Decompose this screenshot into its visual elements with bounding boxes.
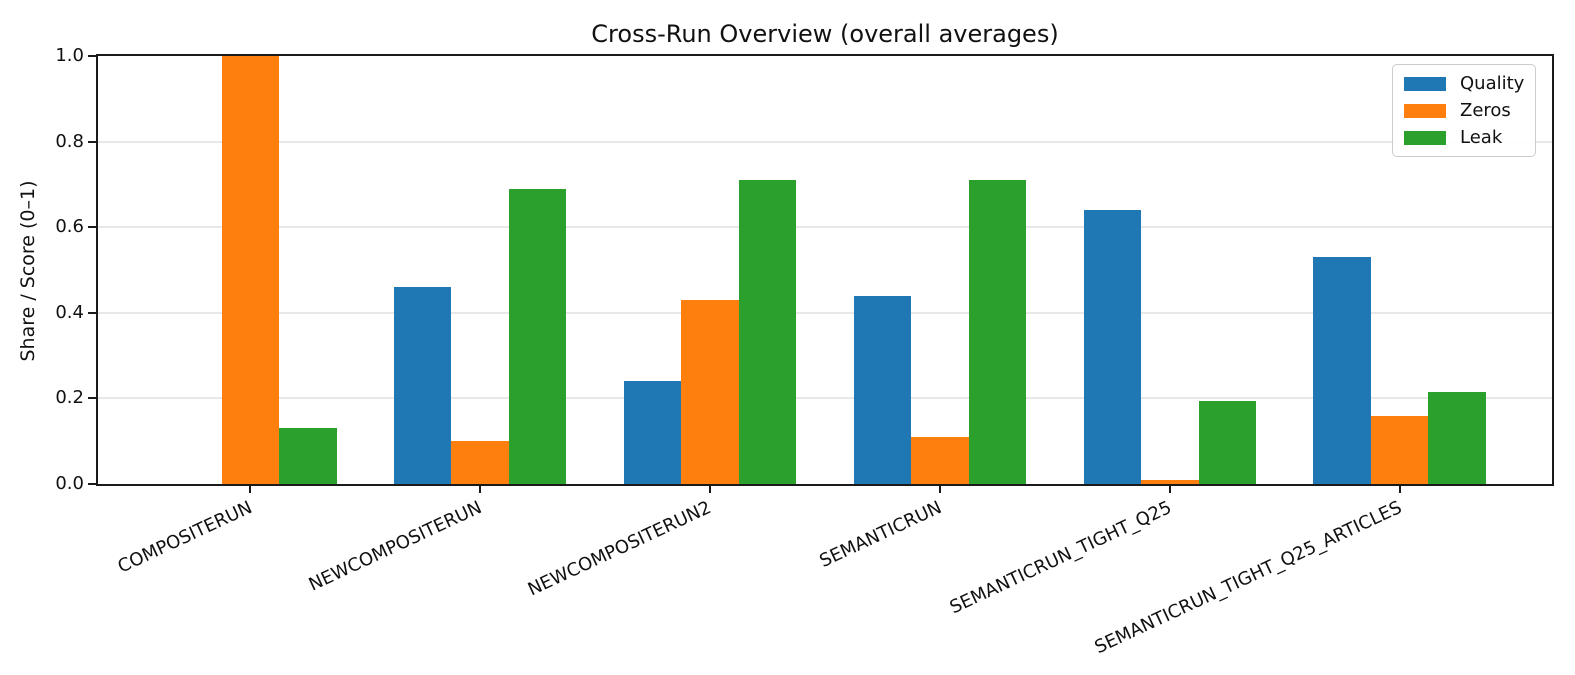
bar-zeros xyxy=(681,299,739,484)
y-tick-label: 1.0 xyxy=(55,45,84,66)
bar-leak xyxy=(1428,391,1486,484)
chart-title: Cross-Run Overview (overall averages) xyxy=(591,20,1059,48)
y-tick-label: 0.8 xyxy=(55,130,84,152)
bar-leak xyxy=(279,428,337,484)
y-tick-label: 0.2 xyxy=(55,387,84,409)
plot-area xyxy=(98,56,1552,484)
bar-quality xyxy=(623,381,682,484)
x-tick-mark xyxy=(249,484,252,493)
legend-label: Quality xyxy=(1460,73,1525,94)
legend: Quality Zeros Leak xyxy=(1392,64,1537,157)
x-tick-label: SEMANTICRUN_TIGHT_Q25 xyxy=(946,497,1175,619)
x-tick-mark xyxy=(938,484,941,493)
x-tick-label: COMPOSITERUN xyxy=(114,497,256,578)
x-tick-mark xyxy=(479,484,482,493)
x-tick-mark xyxy=(1398,484,1401,493)
gridline xyxy=(98,226,1552,229)
bar-zeros xyxy=(451,441,509,484)
legend-item-leak: Leak xyxy=(1404,127,1524,148)
bar-leak xyxy=(968,180,1027,484)
bar-zeros xyxy=(1370,415,1429,484)
y-tick-mark xyxy=(88,397,98,400)
y-tick-mark xyxy=(88,140,98,143)
legend-swatch-zeros xyxy=(1404,103,1446,118)
y-tick-mark xyxy=(88,226,98,229)
bar-quality xyxy=(393,287,452,484)
y-tick-mark xyxy=(88,483,98,485)
gridline xyxy=(98,397,1552,400)
x-tick-label: SEMANTICRUN xyxy=(816,497,945,572)
legend-label: Zeros xyxy=(1460,100,1511,121)
bar-zeros xyxy=(911,436,969,484)
bar-zeros xyxy=(221,56,280,484)
y-tick-mark xyxy=(88,311,98,314)
y-tick-label: 0.0 xyxy=(55,473,84,494)
y-tick-label: 0.4 xyxy=(55,301,84,323)
bar-leak xyxy=(508,188,567,484)
gridline xyxy=(98,140,1552,143)
y-tick-label: 0.6 xyxy=(55,216,84,238)
legend-item-quality: Quality xyxy=(1404,73,1524,94)
x-tick-label: NEWCOMPOSITERUN2 xyxy=(525,497,715,601)
bar-leak xyxy=(738,180,797,484)
legend-swatch-quality xyxy=(1404,76,1446,91)
x-tick-label: NEWCOMPOSITERUN xyxy=(305,497,486,596)
bar-quality xyxy=(1083,210,1142,484)
legend-swatch-leak xyxy=(1404,130,1446,145)
x-tick-mark xyxy=(1168,484,1171,493)
y-axis-label: Share / Score (0–1) xyxy=(17,180,39,362)
bar-quality xyxy=(1313,257,1371,484)
x-tick-mark xyxy=(709,484,712,493)
legend-item-zeros: Zeros xyxy=(1404,100,1524,121)
bar-leak xyxy=(1198,400,1257,484)
bar-quality xyxy=(853,295,912,484)
y-tick-mark xyxy=(88,55,98,57)
legend-label: Leak xyxy=(1460,127,1503,148)
gridline xyxy=(98,311,1552,314)
bar-zeros xyxy=(1141,479,1199,484)
